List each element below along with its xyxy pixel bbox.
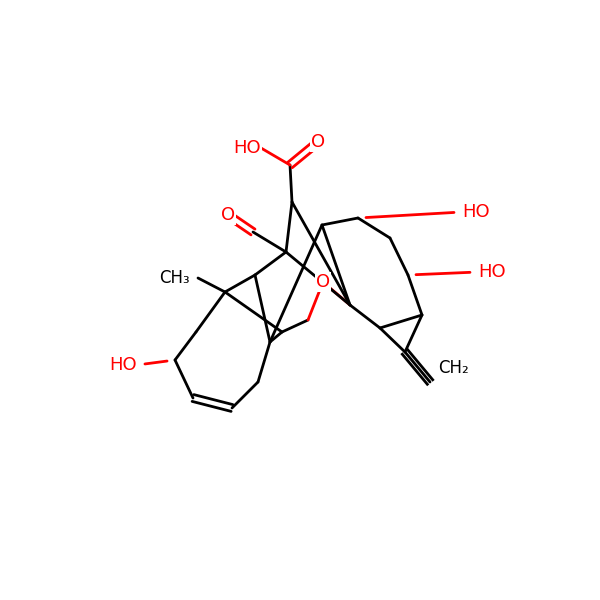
Text: HO: HO bbox=[109, 356, 137, 374]
Text: CH₂: CH₂ bbox=[438, 359, 469, 377]
Text: O: O bbox=[311, 133, 325, 151]
Text: CH₃: CH₃ bbox=[160, 269, 190, 287]
Text: O: O bbox=[221, 206, 235, 224]
Text: HO: HO bbox=[233, 139, 261, 157]
Text: HO: HO bbox=[478, 263, 506, 281]
Text: O: O bbox=[316, 273, 330, 291]
Text: HO: HO bbox=[462, 203, 490, 221]
